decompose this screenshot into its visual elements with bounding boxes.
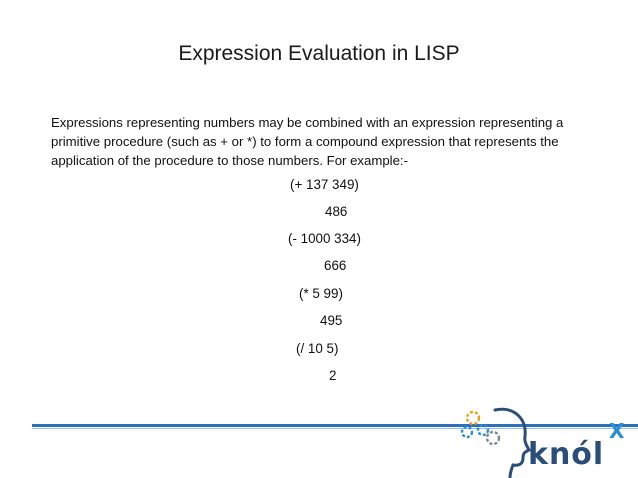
logo-wordmark: knól [528,437,605,472]
footer-rule-shadow [32,428,638,429]
slide-title: Expression Evaluation in LISP [178,42,460,65]
gear-head-icon [460,407,532,478]
example-result-4: 2 [329,368,337,383]
example-expression-3: (* 5 99) [299,286,343,301]
example-result-1: 486 [325,204,348,219]
footer-rule [32,424,638,427]
example-result-2: 666 [324,258,347,273]
example-expression-2: (- 1000 334) [288,231,361,246]
example-expression-1: (+ 137 349) [290,177,359,192]
logo-superscript: X [609,419,625,443]
example-result-3: 495 [320,313,343,328]
example-expression-4: (/ 10 5) [296,341,339,356]
body-paragraph: Expressions representing numbers may be … [51,115,564,168]
